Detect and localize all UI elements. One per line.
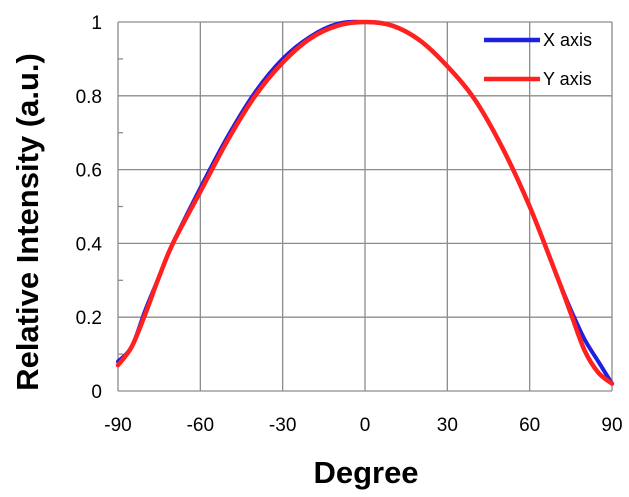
y-axis-title: Relative Intensity (a.u.) xyxy=(10,53,45,391)
y-tick-label: 0.8 xyxy=(76,87,102,108)
y-tick-labels: 0 0.2 0.4 0.6 0.8 1 xyxy=(76,13,103,403)
x-axis-title: Degree xyxy=(313,455,418,490)
x-tick-label: -30 xyxy=(269,415,296,436)
x-tick-label: -90 xyxy=(104,415,131,436)
x-tick-label: 30 xyxy=(437,415,458,436)
y-tick-label: 0.2 xyxy=(76,308,102,329)
legend-label: Y axis xyxy=(543,69,592,89)
x-tick-label: -60 xyxy=(187,415,214,436)
y-tick-label: 0.6 xyxy=(76,161,102,182)
legend-label: X axis xyxy=(543,30,592,50)
x-tick-label: 90 xyxy=(601,415,622,436)
y-tick-label: 1 xyxy=(91,13,102,34)
x-tick-label: 60 xyxy=(519,415,540,436)
legend: X axis Y axis xyxy=(484,30,592,89)
x-tick-label: 0 xyxy=(360,415,371,436)
y-tick-label: 0 xyxy=(91,382,102,403)
y-tick-label: 0.4 xyxy=(76,234,103,255)
x-tick-labels: -90 -60 -30 0 30 60 90 xyxy=(104,415,622,436)
series-line-y-axis xyxy=(115,19,615,386)
plot-series xyxy=(115,19,615,386)
y-minor-ticks xyxy=(118,58,123,355)
